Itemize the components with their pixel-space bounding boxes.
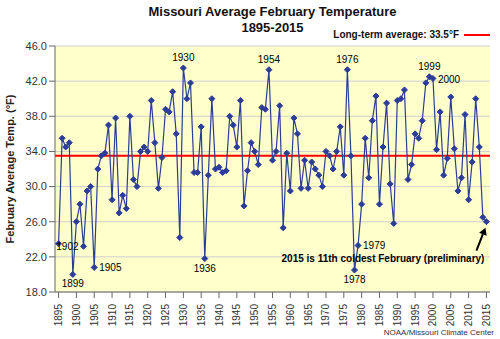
svg-text:1975: 1975 bbox=[338, 304, 349, 327]
svg-text:22.0: 22.0 bbox=[26, 251, 47, 263]
svg-text:1999: 1999 bbox=[418, 61, 441, 72]
html-text:Long-term average: 33.5°F: Long-term average: 33.5°F bbox=[333, 29, 459, 40]
svg-text:1955: 1955 bbox=[267, 304, 278, 327]
svg-text:2005: 2005 bbox=[445, 304, 456, 327]
svg-text:2015: 2015 bbox=[481, 304, 492, 327]
svg-text:26.0: 26.0 bbox=[26, 216, 47, 228]
svg-text:1985: 1985 bbox=[374, 304, 385, 327]
svg-text:1895: 1895 bbox=[53, 304, 64, 327]
svg-text:1915: 1915 bbox=[124, 304, 135, 327]
svg-text:1902: 1902 bbox=[56, 241, 79, 252]
svg-text:1925: 1925 bbox=[160, 304, 171, 327]
svg-text:1965: 1965 bbox=[303, 304, 314, 327]
svg-text:1995: 1995 bbox=[410, 304, 421, 327]
svg-text:1905: 1905 bbox=[89, 304, 100, 327]
svg-text:46.0: 46.0 bbox=[26, 40, 47, 52]
svg-text:1950: 1950 bbox=[249, 304, 260, 327]
svg-text:18.0: 18.0 bbox=[26, 286, 47, 298]
svg-text:1910: 1910 bbox=[107, 304, 118, 327]
svg-text:1930: 1930 bbox=[178, 304, 189, 327]
svg-text:1899: 1899 bbox=[62, 278, 85, 289]
svg-text:1980: 1980 bbox=[356, 304, 367, 327]
svg-text:1930: 1930 bbox=[172, 52, 195, 63]
html-text:1895-2015: 1895-2015 bbox=[241, 20, 304, 35]
html-text:Missouri Average February Temp: Missouri Average February Temperature bbox=[148, 4, 397, 19]
svg-text:1936: 1936 bbox=[194, 263, 217, 274]
svg-text:1979: 1979 bbox=[363, 240, 386, 251]
svg-text:February Average Temp. (°F): February Average Temp. (°F) bbox=[8, 94, 16, 243]
html-text:NOAA/Missouri Climate Center: NOAA/Missouri Climate Center bbox=[383, 328, 494, 337]
svg-text:38.0: 38.0 bbox=[26, 110, 47, 122]
svg-text:1978: 1978 bbox=[343, 274, 366, 285]
svg-text:2015 is 11th coldest February: 2015 is 11th coldest February (prelimina… bbox=[282, 253, 485, 264]
svg-text:1954: 1954 bbox=[258, 54, 281, 65]
svg-text:1900: 1900 bbox=[71, 304, 82, 327]
svg-text:1920: 1920 bbox=[142, 304, 153, 327]
svg-text:42.0: 42.0 bbox=[26, 75, 47, 87]
svg-text:1945: 1945 bbox=[231, 304, 242, 327]
svg-text:1970: 1970 bbox=[320, 304, 331, 327]
svg-text:2000: 2000 bbox=[427, 304, 438, 327]
svg-text:1990: 1990 bbox=[392, 304, 403, 327]
svg-text:1905: 1905 bbox=[99, 262, 122, 273]
svg-text:2000: 2000 bbox=[438, 74, 461, 85]
svg-text:1935: 1935 bbox=[196, 304, 207, 327]
svg-text:1940: 1940 bbox=[214, 304, 225, 327]
svg-text:30.0: 30.0 bbox=[26, 180, 47, 192]
svg-text:1960: 1960 bbox=[285, 304, 296, 327]
svg-text:34.0: 34.0 bbox=[26, 145, 47, 157]
svg-text:1976: 1976 bbox=[336, 54, 359, 65]
svg-text:2010: 2010 bbox=[463, 304, 474, 327]
